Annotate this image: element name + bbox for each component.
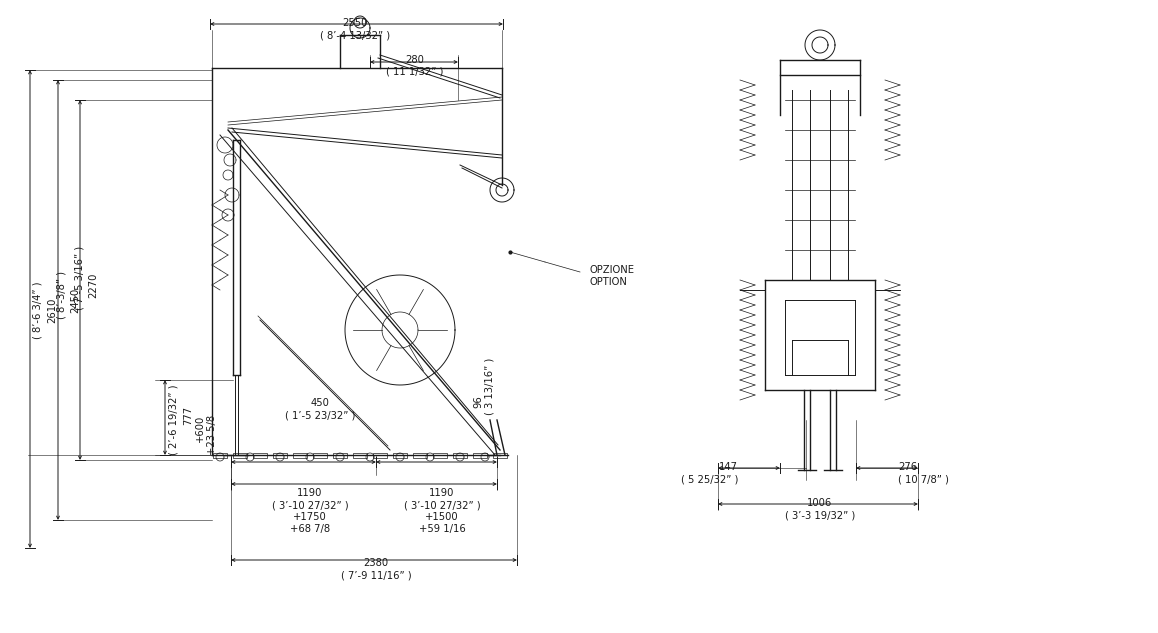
Text: ( 8’-6 3/4” ): ( 8’-6 3/4” ) bbox=[32, 281, 43, 339]
Text: ( 3 13/16” ): ( 3 13/16” ) bbox=[485, 358, 494, 415]
Text: ( 5 25/32” ): ( 5 25/32” ) bbox=[681, 474, 738, 484]
Text: ( 3’-3 19/32” ): ( 3’-3 19/32” ) bbox=[785, 510, 855, 520]
Text: ( 8’-3/8” ): ( 8’-3/8” ) bbox=[57, 271, 67, 319]
Text: 147: 147 bbox=[719, 462, 738, 472]
Bar bbox=[453, 453, 467, 458]
Bar bbox=[334, 453, 347, 458]
Bar bbox=[353, 453, 367, 458]
Bar bbox=[233, 453, 247, 458]
Text: ( 3’-10 27/32” ): ( 3’-10 27/32” ) bbox=[272, 500, 349, 510]
Text: +1750: +1750 bbox=[293, 512, 327, 522]
Text: 2550: 2550 bbox=[343, 18, 368, 28]
Bar bbox=[213, 453, 227, 458]
Text: ( 1’-5 23/32” ): ( 1’-5 23/32” ) bbox=[285, 410, 356, 420]
Bar bbox=[393, 453, 406, 458]
Text: +23 5/8: +23 5/8 bbox=[207, 415, 217, 455]
Text: 276: 276 bbox=[897, 462, 917, 472]
Text: 280: 280 bbox=[405, 55, 425, 65]
Text: 450: 450 bbox=[310, 398, 329, 408]
Text: ( 10 7/8” ): ( 10 7/8” ) bbox=[897, 474, 948, 484]
Bar bbox=[252, 453, 267, 458]
Text: 1190: 1190 bbox=[430, 488, 455, 498]
Text: ( 3’-10 27/32” ): ( 3’-10 27/32” ) bbox=[404, 500, 481, 510]
Bar bbox=[413, 453, 427, 458]
Text: 96: 96 bbox=[472, 395, 483, 408]
Text: OPZIONE: OPZIONE bbox=[589, 265, 635, 275]
Bar bbox=[313, 453, 327, 458]
Text: 2450: 2450 bbox=[69, 287, 80, 313]
Text: 777: 777 bbox=[183, 406, 193, 425]
Text: +59 1/16: +59 1/16 bbox=[419, 524, 466, 534]
Bar bbox=[493, 453, 507, 458]
Bar bbox=[373, 453, 387, 458]
Text: ( 2’-6 19/32” ): ( 2’-6 19/32” ) bbox=[169, 385, 179, 455]
Bar bbox=[293, 453, 307, 458]
Text: OPTION: OPTION bbox=[589, 277, 628, 287]
Text: 2380: 2380 bbox=[364, 558, 389, 568]
Text: +1500: +1500 bbox=[425, 512, 459, 522]
Text: ( 7’-5 3/16” ): ( 7’-5 3/16” ) bbox=[75, 246, 85, 310]
Text: 1006: 1006 bbox=[807, 498, 833, 508]
Text: ( 8’-4 13/32” ): ( 8’-4 13/32” ) bbox=[320, 30, 390, 40]
Text: +600: +600 bbox=[195, 415, 205, 442]
Text: ( 7’-9 11/16” ): ( 7’-9 11/16” ) bbox=[340, 570, 411, 580]
Text: 2270: 2270 bbox=[88, 272, 98, 298]
Text: +68 7/8: +68 7/8 bbox=[290, 524, 330, 534]
Text: 1190: 1190 bbox=[298, 488, 323, 498]
Bar bbox=[472, 453, 488, 458]
Bar bbox=[433, 453, 447, 458]
Bar bbox=[273, 453, 287, 458]
Text: ( 11 1/32” ): ( 11 1/32” ) bbox=[387, 67, 444, 77]
Text: 2610: 2610 bbox=[47, 298, 57, 323]
